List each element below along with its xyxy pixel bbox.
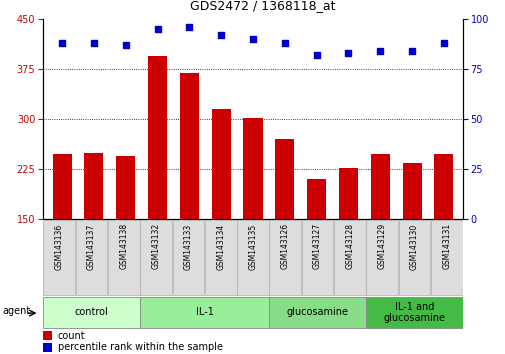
Text: percentile rank within the sample: percentile rank within the sample (58, 342, 222, 352)
FancyBboxPatch shape (43, 220, 75, 295)
Text: GSM143128: GSM143128 (345, 223, 354, 269)
Bar (211, 109, 230, 219)
Text: glucosamine: glucosamine (286, 307, 348, 318)
Text: agent: agent (3, 306, 31, 316)
Bar (84, 153, 103, 219)
FancyBboxPatch shape (366, 220, 397, 295)
Text: GSM143138: GSM143138 (119, 223, 128, 269)
FancyBboxPatch shape (140, 220, 172, 295)
FancyBboxPatch shape (205, 220, 236, 295)
Text: GSM143131: GSM143131 (441, 223, 450, 269)
FancyBboxPatch shape (75, 220, 107, 295)
Text: GSM143126: GSM143126 (280, 223, 289, 269)
Point (376, 48, 384, 54)
FancyBboxPatch shape (301, 220, 333, 295)
Point (248, 37, 257, 42)
Point (439, 41, 447, 46)
Point (280, 41, 288, 46)
FancyBboxPatch shape (140, 297, 268, 328)
Point (217, 33, 225, 38)
Text: GDS2472 / 1368118_at: GDS2472 / 1368118_at (190, 0, 335, 12)
Bar (307, 179, 326, 219)
Text: GSM143134: GSM143134 (216, 223, 225, 269)
Text: GSM143137: GSM143137 (87, 223, 96, 269)
Point (344, 51, 352, 56)
Bar (43, 343, 52, 352)
FancyBboxPatch shape (366, 297, 462, 328)
Text: GSM143130: GSM143130 (409, 223, 418, 269)
Bar (53, 154, 72, 219)
FancyBboxPatch shape (269, 220, 300, 295)
FancyBboxPatch shape (108, 220, 139, 295)
Point (90, 41, 98, 46)
Bar (402, 163, 421, 219)
Text: GSM143136: GSM143136 (55, 223, 64, 269)
Text: IL-1: IL-1 (195, 307, 213, 318)
FancyBboxPatch shape (398, 220, 430, 295)
Bar (243, 118, 262, 219)
Point (153, 27, 161, 32)
FancyBboxPatch shape (333, 220, 365, 295)
Bar (433, 154, 452, 219)
Text: GSM143135: GSM143135 (248, 223, 257, 269)
FancyBboxPatch shape (43, 297, 139, 328)
Bar (43, 331, 52, 341)
Bar (116, 156, 135, 219)
Bar (148, 56, 167, 219)
Text: GSM143133: GSM143133 (183, 223, 192, 269)
FancyBboxPatch shape (172, 220, 204, 295)
FancyBboxPatch shape (237, 220, 268, 295)
Point (312, 53, 320, 58)
Text: GSM143132: GSM143132 (152, 223, 160, 269)
Text: GSM143127: GSM143127 (313, 223, 322, 269)
Text: IL-1 and
glucosamine: IL-1 and glucosamine (383, 302, 444, 323)
Point (121, 42, 129, 48)
Bar (338, 168, 358, 219)
Text: control: control (74, 307, 108, 318)
Bar (179, 73, 198, 219)
FancyBboxPatch shape (430, 220, 462, 295)
Point (185, 25, 193, 30)
Text: GSM143129: GSM143129 (377, 223, 386, 269)
Bar (370, 154, 389, 219)
Text: count: count (58, 331, 85, 341)
Point (407, 48, 415, 54)
Point (58, 41, 66, 46)
Bar (275, 139, 294, 219)
FancyBboxPatch shape (269, 297, 365, 328)
